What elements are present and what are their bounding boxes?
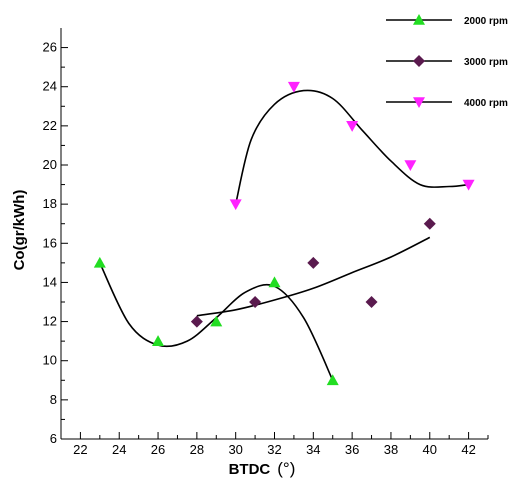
x-tick-label: 22 xyxy=(73,442,87,457)
point-3000-rpm xyxy=(307,256,320,269)
data-markers xyxy=(93,81,475,386)
x-tick-label: 24 xyxy=(112,442,126,457)
y-tick-label: 16 xyxy=(43,235,57,250)
y-tick-label: 12 xyxy=(43,314,57,329)
x-tick-label: 36 xyxy=(345,442,359,457)
legend-label-3000-rpm: 3000 rpm xyxy=(464,57,508,68)
x-tick-label: 30 xyxy=(228,442,242,457)
axes: 6 8 10 12 14 16 18 20 22 24 26 22 24 26 28 30 32 34 36 38 40… xyxy=(43,28,489,457)
point-2000-rpm xyxy=(326,374,339,386)
point-4000-rpm xyxy=(229,199,242,211)
point-2000-rpm xyxy=(210,315,223,327)
point-4000-rpm xyxy=(346,121,359,132)
y-tick-label: 10 xyxy=(43,353,57,368)
point-4000-rpm xyxy=(404,160,417,171)
point-4000-rpm xyxy=(462,179,475,191)
x-tick-label: 26 xyxy=(151,442,165,457)
x-axis-unit: (°) xyxy=(277,459,295,478)
fit-curve-3000-rpm xyxy=(196,236,431,317)
x-tick-label: 28 xyxy=(190,442,204,457)
y-tick-label: 18 xyxy=(43,196,57,211)
point-3000-rpm xyxy=(190,315,203,328)
y-tick-label: 14 xyxy=(43,274,57,289)
x-tick-label: 34 xyxy=(306,442,320,457)
y-tick-label: 24 xyxy=(43,79,57,94)
legend-marker-4000-rpm xyxy=(413,97,425,108)
x-axis-label-group: BTDC (°) xyxy=(229,459,296,478)
point-2000-rpm xyxy=(93,256,106,268)
x-tick-label: 38 xyxy=(384,442,398,457)
point-2000-rpm xyxy=(152,335,165,346)
x-axis-label: BTDC xyxy=(229,461,271,478)
legend-marker-3000-rpm xyxy=(413,55,425,67)
point-3000-rpm xyxy=(365,296,378,308)
y-tick-label: 22 xyxy=(43,118,57,133)
fit-curves xyxy=(99,89,469,381)
fit-curve-4000-rpm xyxy=(234,89,469,205)
y-axis-label: Co(gr/kWh) xyxy=(11,190,28,271)
point-4000-rpm xyxy=(287,81,300,93)
x-tick-label: 42 xyxy=(461,442,475,457)
legend-label-4000-rpm: 4000 rpm xyxy=(464,98,508,109)
point-3000-rpm xyxy=(249,296,262,308)
legend-label-2000-rpm: 2000 rpm xyxy=(464,16,508,27)
x-tick-label: 32 xyxy=(267,442,281,457)
y-tick-label: 20 xyxy=(43,157,57,172)
x-tick-label: 40 xyxy=(423,442,437,457)
point-3000-rpm xyxy=(423,217,436,230)
point-2000-rpm xyxy=(268,276,281,288)
legend: 2000 rpm 3000 rpm 4000 rpm xyxy=(386,14,508,109)
y-tick-label: 8 xyxy=(50,392,57,407)
legend-marker-2000-rpm xyxy=(413,14,425,25)
y-tick-label: 26 xyxy=(43,40,57,55)
y-tick-label: 6 xyxy=(50,431,57,446)
